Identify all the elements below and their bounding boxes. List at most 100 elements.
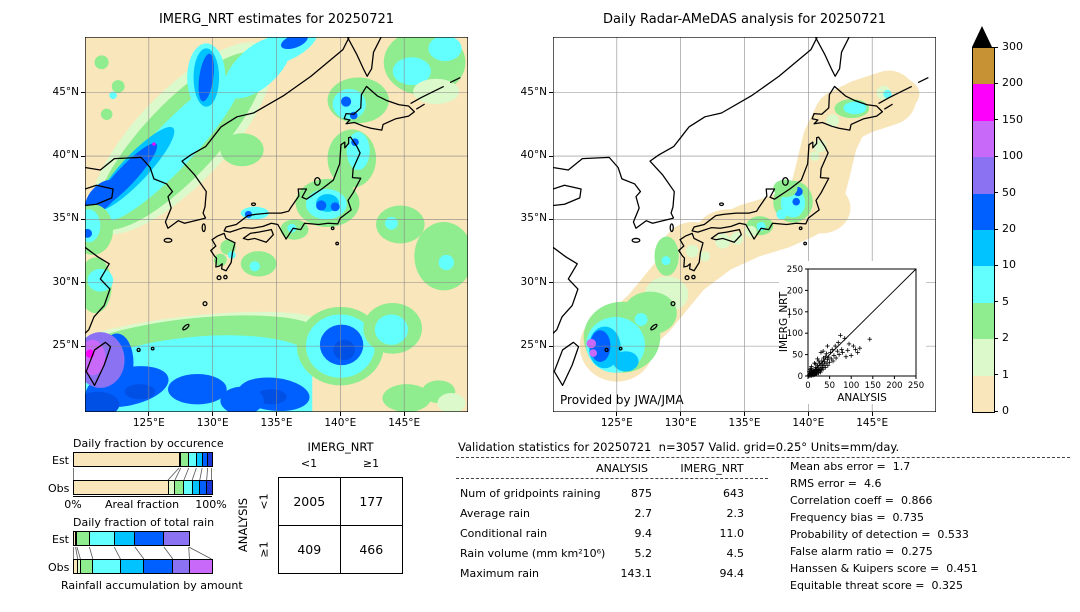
stats-value-analysis: 2.7 bbox=[634, 507, 653, 520]
stats-table: Num of gridpoints raining 875 643 Average r… bbox=[456, 484, 768, 584]
stats-panel: Validation statistics for 20250721 n=305… bbox=[456, 440, 1080, 610]
colorbar-tick-label: 150 bbox=[1002, 112, 1023, 126]
inset-x-tick-label: 200 bbox=[886, 381, 902, 391]
colorbar-tick-label: 20 bbox=[1002, 222, 1016, 235]
bar-connector bbox=[163, 547, 174, 559]
x-tick bbox=[339, 412, 341, 416]
imerg-map: 125°E 130°E 135°E 140°E 145°E 45°N 40°N 35°N 30°… bbox=[53, 25, 474, 429]
colorbar-tick-label: 100 bbox=[1002, 149, 1023, 163]
colorbar-tick-label: 10 bbox=[1002, 258, 1016, 272]
inset-xlabel: ANALYSIS bbox=[837, 392, 887, 404]
y-tick bbox=[549, 282, 553, 284]
occurrence-title: Daily fraction by occurence bbox=[73, 437, 224, 450]
x-tick-label: 140°E bbox=[324, 417, 357, 429]
stats-value-analysis: 5.2 bbox=[634, 547, 653, 560]
bar-segment bbox=[74, 560, 79, 573]
bar-segment bbox=[114, 532, 136, 545]
y-tick-label: 30°N bbox=[52, 275, 79, 288]
colorbar-segment bbox=[973, 84, 994, 121]
occurrence-est-bar bbox=[73, 452, 213, 467]
bar-segment bbox=[202, 453, 209, 466]
x-tick-label: 145°E bbox=[388, 417, 421, 429]
total-rain-obs-label: Obs bbox=[48, 561, 70, 574]
axis-min-label: 0% bbox=[64, 498, 82, 511]
contingency-cell: 409 bbox=[279, 525, 341, 573]
total-rain-est-bar bbox=[73, 531, 191, 546]
col-label-ge1: ≥1 bbox=[362, 457, 380, 470]
contingency-cell: 2005 bbox=[279, 478, 341, 526]
metrics-list: Mean abs error = 1.7 RMS error = 4.6 Corre… bbox=[790, 458, 1078, 594]
y-tick bbox=[549, 345, 553, 347]
inset-ylabel: IMERG_NRT bbox=[779, 291, 790, 352]
bar-segment bbox=[189, 453, 197, 466]
colorbar-tick bbox=[994, 301, 998, 303]
inset-x-tick-label: 100 bbox=[843, 381, 859, 391]
colorbar-tick bbox=[994, 228, 998, 230]
y-tick bbox=[81, 218, 85, 220]
x-tick bbox=[148, 412, 150, 416]
colorbar-segment bbox=[973, 375, 994, 412]
stats-value-analysis: 9.4 bbox=[634, 527, 653, 540]
colorbar-tick-label: 0 bbox=[1002, 404, 1009, 417]
x-tick bbox=[680, 412, 682, 416]
bar-segment bbox=[189, 560, 212, 573]
stats-row: Num of gridpoints raining 875 643 bbox=[456, 484, 768, 504]
metric-row: Hanssen & Kuipers score = 0.451 bbox=[790, 562, 978, 575]
x-tick-label: 130°E bbox=[664, 417, 697, 429]
stats-row-label: Conditional rain bbox=[460, 527, 548, 540]
inset-y-tick-label: 100 bbox=[787, 329, 803, 339]
y-tick bbox=[549, 218, 553, 220]
inset-y-tick-label: 250 bbox=[787, 265, 803, 275]
metric-row: False alarm ratio = 0.275 bbox=[790, 545, 933, 558]
colorbar-segment bbox=[973, 230, 994, 267]
stats-value-analysis: 143.1 bbox=[620, 567, 653, 580]
occurrence-obs-bar bbox=[73, 480, 213, 495]
bar-connector bbox=[183, 468, 190, 480]
y-tick-label: 35°N bbox=[52, 212, 79, 225]
total-rain-footer: Rainfall accumulation by amount bbox=[61, 579, 243, 592]
x-tick bbox=[276, 412, 277, 416]
imerg-map-svg bbox=[66, 25, 474, 418]
axis-max-label: 100% bbox=[195, 498, 227, 511]
metric-row: Mean abs error = 1.7 bbox=[790, 460, 911, 473]
stats-row-label: Rain volume (mm km²10⁶) bbox=[460, 547, 606, 560]
y-tick-label: 40°N bbox=[52, 149, 79, 162]
y-tick bbox=[81, 155, 85, 157]
bar-connector bbox=[76, 547, 81, 559]
metric-row: RMS error = 4.6 bbox=[790, 477, 882, 490]
bar-segment bbox=[168, 481, 176, 494]
bar-segment bbox=[80, 560, 94, 573]
inset-y-tick-label: 0 bbox=[798, 372, 803, 382]
colorbar-tick bbox=[994, 82, 998, 84]
colorbar-tick-label: 1 bbox=[1002, 367, 1009, 381]
contingency-table: 2005 177 409 466 bbox=[278, 477, 403, 574]
bar-segment bbox=[207, 481, 212, 494]
x-tick bbox=[807, 412, 809, 416]
y-tick-label: 30°N bbox=[520, 275, 547, 288]
bar-segment bbox=[89, 532, 115, 545]
bar-segment bbox=[74, 481, 169, 494]
bar-segment bbox=[76, 532, 78, 545]
total-rain-block: Daily fraction of total rain Est Obs Rai… bbox=[48, 516, 258, 598]
stats-header: Validation statistics for 20250721 n=305… bbox=[458, 440, 900, 454]
scatter-points bbox=[806, 333, 872, 378]
total-rain-est-label: Est bbox=[52, 533, 69, 546]
stats-value-imerg: 643 bbox=[723, 487, 744, 500]
occurrence-connectors bbox=[73, 468, 212, 480]
x-tick-label: 135°E bbox=[260, 417, 293, 429]
colorbar-tick bbox=[994, 46, 998, 48]
inset-scatter: 0 0 50 50 100 100 150 150 200 200 250 250 ANALYSIS … bbox=[778, 261, 926, 404]
inset-x-tick-label: 150 bbox=[865, 381, 881, 391]
colorbar-segment bbox=[973, 302, 994, 340]
stats-col-analysis: ANALYSIS bbox=[596, 462, 648, 475]
x-tick-label: 125°E bbox=[600, 417, 633, 429]
bar-connector bbox=[167, 468, 180, 480]
stats-row: Maximum rain 143.1 94.4 bbox=[456, 564, 768, 584]
y-tick-label: 45°N bbox=[52, 85, 79, 98]
bar-segment bbox=[74, 453, 180, 466]
y-tick bbox=[549, 155, 553, 157]
col-label-lt1: <1 bbox=[300, 457, 318, 470]
stats-value-imerg: 94.4 bbox=[719, 567, 745, 580]
inset-x-tick-label: 250 bbox=[908, 381, 924, 391]
stats-row: Average rain 2.7 2.3 bbox=[456, 504, 768, 524]
